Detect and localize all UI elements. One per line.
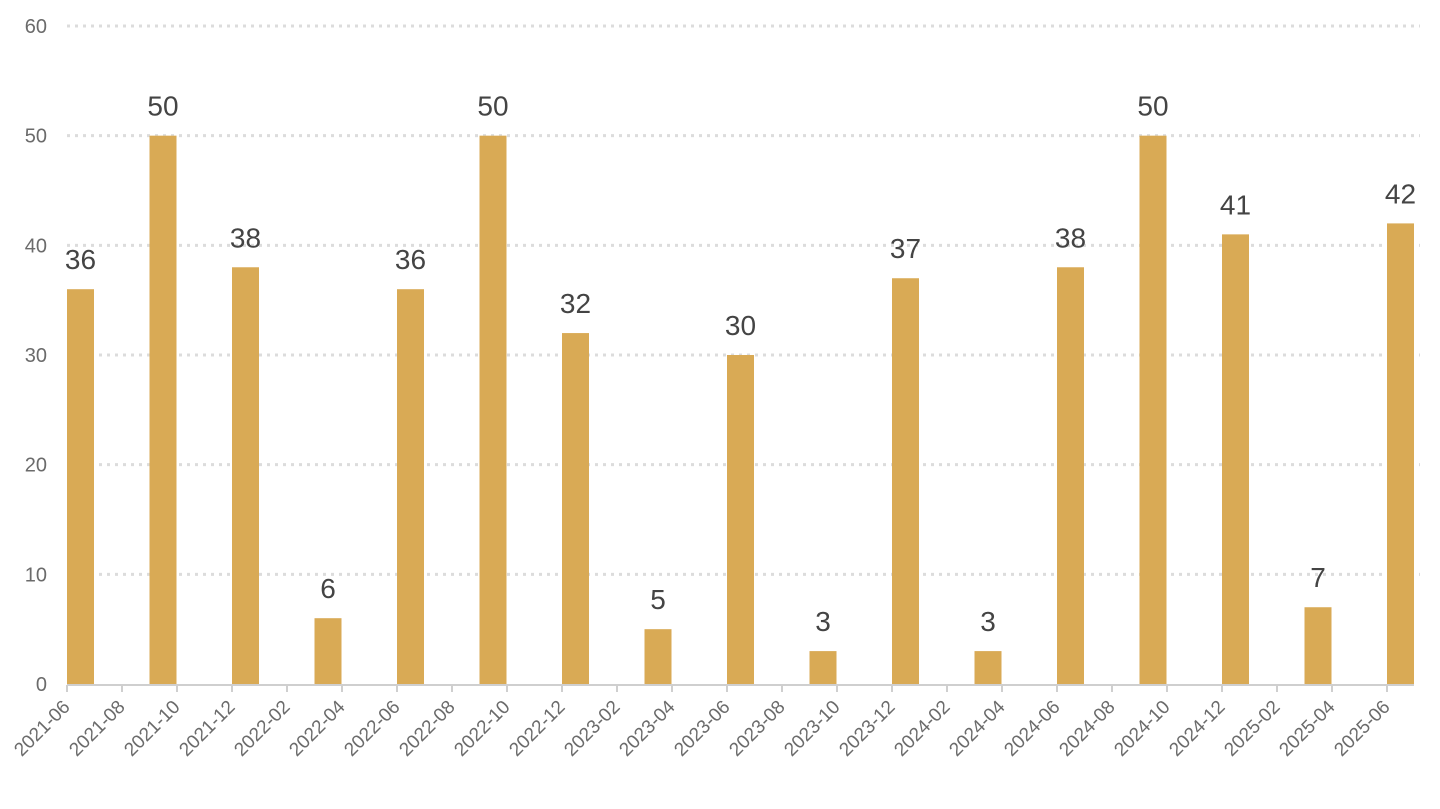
gridlines xyxy=(67,24,1420,576)
y-tick-label: 10 xyxy=(25,564,47,586)
data-label: 50 xyxy=(477,91,508,122)
x-tick-label: 2023-12 xyxy=(835,697,899,761)
y-axis: 0 10 20 30 40 50 60 xyxy=(25,16,47,696)
x-axis: 2021-062021-082021-102021-122022-022022-… xyxy=(10,684,1414,761)
x-tick-label: 2024-10 xyxy=(1110,697,1174,761)
bar xyxy=(727,355,754,684)
bar xyxy=(314,618,342,684)
data-labels: 36 50 38 6 36 50 32 5 30 3 37 3 38 50 41 7 42 xyxy=(65,91,1416,637)
bar xyxy=(149,135,177,684)
bar xyxy=(809,651,837,684)
x-tick-label: 2023-06 xyxy=(670,697,734,761)
x-tick-label: 2025-06 xyxy=(1330,697,1394,761)
data-label: 6 xyxy=(320,573,336,604)
data-label: 30 xyxy=(725,310,756,341)
data-label: 3 xyxy=(980,606,996,637)
x-tick-label: 2025-02 xyxy=(1220,697,1284,761)
data-label: 3 xyxy=(815,606,831,637)
x-tick-label: 2022-12 xyxy=(505,697,569,761)
y-tick-label: 20 xyxy=(25,455,47,477)
y-tick-label: 30 xyxy=(25,345,47,367)
y-tick-label: 60 xyxy=(25,16,47,38)
data-label: 32 xyxy=(560,288,591,319)
x-tick-label: 2023-08 xyxy=(725,697,789,761)
data-label: 41 xyxy=(1220,189,1251,220)
x-tick-label: 2023-10 xyxy=(780,697,844,761)
y-tick-label: 50 xyxy=(25,126,47,148)
x-tick-label: 2024-12 xyxy=(1165,697,1229,761)
data-label: 42 xyxy=(1385,178,1416,209)
x-tick-label: 2025-04 xyxy=(1275,696,1339,760)
bar xyxy=(562,333,589,684)
y-tick-label: 40 xyxy=(25,235,47,257)
x-tick-label: 2021-08 xyxy=(65,697,129,761)
y-tick-label: 0 xyxy=(36,674,47,696)
data-label: 38 xyxy=(230,222,261,253)
data-label: 50 xyxy=(1137,91,1168,122)
data-label: 5 xyxy=(650,584,666,615)
data-label: 36 xyxy=(65,244,96,275)
x-tick-label: 2022-06 xyxy=(340,697,404,761)
x-tick-label: 2024-02 xyxy=(890,697,954,761)
bar xyxy=(479,135,507,684)
x-tick-label: 2022-10 xyxy=(450,697,514,761)
bar xyxy=(1222,234,1249,684)
x-tick-label: 2022-02 xyxy=(230,697,294,761)
x-tick-label: 2023-04 xyxy=(615,696,679,760)
x-tick-label: 2024-08 xyxy=(1055,697,1119,761)
x-tick-label: 2024-06 xyxy=(1000,697,1064,761)
bar xyxy=(67,289,94,684)
bar xyxy=(397,289,424,684)
x-tick-label: 2023-02 xyxy=(560,697,624,761)
x-tick-label: 2021-06 xyxy=(10,697,74,761)
data-label: 50 xyxy=(147,91,178,122)
bar xyxy=(974,651,1002,684)
x-tick-label: 2024-04 xyxy=(945,696,1009,760)
x-tick-label: 2022-08 xyxy=(395,697,459,761)
data-label: 38 xyxy=(1055,222,1086,253)
data-label: 37 xyxy=(890,233,921,264)
bar xyxy=(232,267,259,684)
x-tick-label: 2022-04 xyxy=(285,696,349,760)
bar xyxy=(1139,135,1167,684)
x-tick-label: 2021-12 xyxy=(175,697,239,761)
bars xyxy=(67,135,1414,684)
bar xyxy=(1304,607,1332,684)
bar xyxy=(1057,267,1084,684)
bar xyxy=(644,629,672,684)
x-tick-label: 2021-10 xyxy=(120,697,184,761)
data-label: 7 xyxy=(1310,562,1326,593)
bar xyxy=(1387,223,1414,684)
bar xyxy=(892,278,919,684)
data-label: 36 xyxy=(395,244,426,275)
